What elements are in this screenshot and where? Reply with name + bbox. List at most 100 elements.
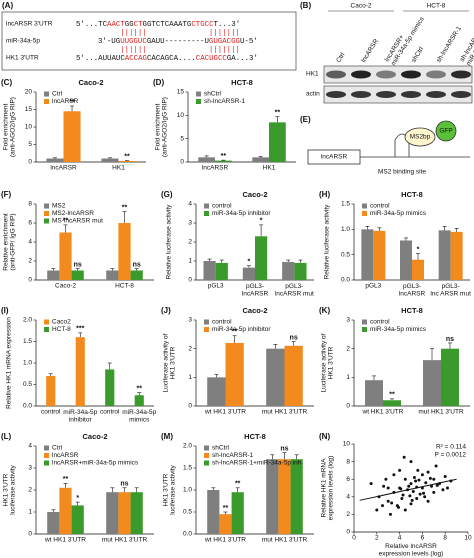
x-tick-label: pGL3 xyxy=(365,283,381,290)
point xyxy=(412,475,416,479)
legend-label: miR-34a-5p mimics xyxy=(370,210,427,217)
chart-title: Caco-2 xyxy=(242,190,267,199)
legend-swatch xyxy=(204,211,209,216)
legend-swatch xyxy=(44,445,49,451)
bar xyxy=(252,157,269,162)
point xyxy=(418,492,422,496)
legend-swatch xyxy=(44,211,49,216)
sequence-name: lncARSR 3'UTR xyxy=(6,21,53,28)
y-tick-label: 6 xyxy=(346,476,350,483)
significance: ns xyxy=(280,445,288,452)
y-tick-label: 0 xyxy=(28,159,32,166)
legend-swatch xyxy=(204,327,209,332)
point xyxy=(409,482,413,486)
significance: ** xyxy=(223,505,229,512)
sequence-segment: GGTCTCAAATG xyxy=(143,21,192,29)
y-axis-label: Relative HK1 mRNA expression xyxy=(6,317,13,409)
point xyxy=(386,486,390,490)
bar xyxy=(255,236,268,280)
legend-swatch xyxy=(44,460,49,466)
chart-title: Caco-2 xyxy=(82,432,107,441)
significance: ns xyxy=(290,334,298,341)
y-tick-label: 3 xyxy=(28,465,32,472)
bar xyxy=(441,348,459,406)
legend-label: Ctrl xyxy=(52,445,63,452)
significance: ** xyxy=(221,153,227,160)
point xyxy=(417,478,421,482)
sequence-segment: GA...3' xyxy=(227,55,258,63)
legend-label: lncARSR xyxy=(52,452,79,459)
chart-title: Caco-2 xyxy=(78,78,103,87)
y-tick-label: 10 xyxy=(177,112,185,119)
y-tick-label: 10 xyxy=(343,441,351,448)
x-tick-label: wt HK1 3'UTR xyxy=(204,537,246,544)
significance: ** xyxy=(137,386,143,393)
sequence-segment: CTGCC xyxy=(191,21,214,29)
x-tick-label: control xyxy=(100,409,120,416)
bar xyxy=(266,348,285,406)
legend-swatch xyxy=(44,453,49,458)
legend-label: MS2 xyxy=(52,203,66,210)
point xyxy=(386,499,390,503)
y-axis-label: HK1 3'UTRluciferase activity xyxy=(2,465,16,515)
sequence-segment: UUGGUC xyxy=(120,38,147,46)
point xyxy=(407,484,411,488)
sequence-segment: 5'...AUUAUC xyxy=(76,55,125,63)
legend-label: sh-lncARSR-1 xyxy=(204,98,246,105)
x-tick-label: 6 xyxy=(421,535,425,542)
point xyxy=(410,498,414,502)
blot-band xyxy=(426,91,446,98)
point xyxy=(411,490,415,494)
bar xyxy=(46,158,64,162)
sequence: 5'...TCAACTGGCTGGTCTCAAATGCTGCCT...3' xyxy=(76,21,240,29)
bar xyxy=(266,459,279,534)
panel-label: (J) xyxy=(161,306,171,315)
y-tick-label: 4 xyxy=(188,201,192,208)
bar xyxy=(118,223,131,280)
y-tick-label: 4 xyxy=(346,494,350,501)
gfp-shape xyxy=(435,120,457,142)
sequence-box xyxy=(1,11,297,71)
bar xyxy=(219,514,232,534)
bar xyxy=(105,369,115,406)
point xyxy=(409,460,413,464)
significance: ** xyxy=(235,481,241,488)
panel-label: (G) xyxy=(161,190,173,199)
bar xyxy=(284,345,303,406)
bar xyxy=(282,261,295,280)
point xyxy=(382,484,386,488)
y-tick-label: 0.5 xyxy=(183,509,192,516)
sequence-segment: CT xyxy=(134,21,143,29)
point xyxy=(426,470,430,474)
significance: * xyxy=(417,246,420,253)
bar xyxy=(75,337,85,406)
bar xyxy=(46,375,56,406)
sequence-name: HK1 3'UTR xyxy=(6,55,39,62)
y-tick-label: 0 xyxy=(188,403,192,410)
point xyxy=(414,479,418,483)
y-tick-label: 1.5 xyxy=(183,465,192,472)
bar xyxy=(242,267,255,280)
chart-title: HCT-8 xyxy=(401,306,423,315)
x-tick-label: lncARSR xyxy=(50,165,77,172)
significance: ** xyxy=(69,99,75,106)
legend-swatch xyxy=(44,91,49,97)
ms2bp-shape xyxy=(404,127,436,147)
tag-label: GFP xyxy=(439,128,452,135)
blot-band xyxy=(326,70,346,79)
group-label: Caco-2 xyxy=(351,3,372,10)
y-axis-label: Relative enrichment(anti-GFP/ IgG RIP) xyxy=(2,213,16,271)
blot-band xyxy=(376,70,396,79)
y-tick-label: 1.5 xyxy=(23,338,32,345)
bar xyxy=(269,122,286,162)
point xyxy=(445,486,449,490)
blot-band xyxy=(451,91,471,98)
bar xyxy=(294,262,307,280)
blot-band xyxy=(351,91,371,98)
y-tick-label: 1 xyxy=(188,258,192,265)
y-tick-label: 5 xyxy=(180,135,184,142)
bar xyxy=(134,395,144,406)
bar xyxy=(130,270,143,280)
y-tick-label: 0 xyxy=(188,277,192,284)
x-tick-label: 4 xyxy=(398,535,402,542)
